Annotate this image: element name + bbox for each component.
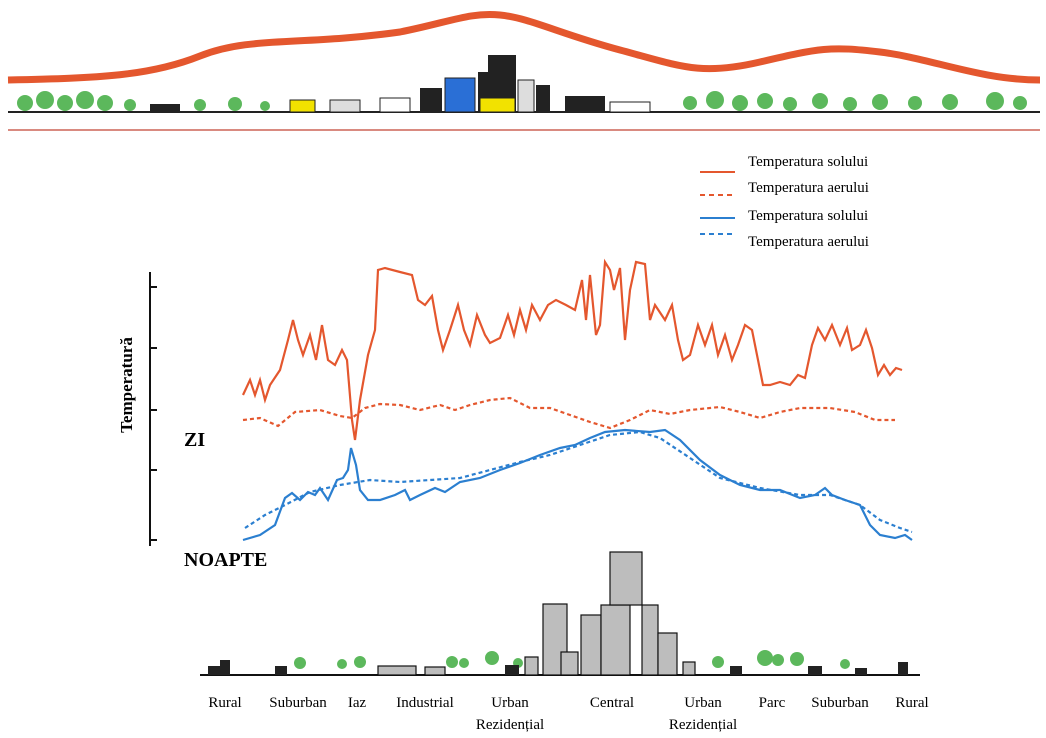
zone-label: Rural — [208, 695, 241, 711]
night-air-curve — [245, 432, 912, 532]
skyline-illustration — [8, 14, 1040, 130]
zone-label: Industrial — [396, 695, 454, 711]
day-label: ZI — [184, 429, 205, 451]
zone-label: Rural — [895, 695, 928, 711]
profile-illustration — [200, 552, 920, 675]
night-label: NOAPTE — [184, 549, 267, 571]
legend-label: Temperatura aerului — [748, 234, 869, 250]
legend-label: Temperatura aerului — [748, 180, 869, 196]
zone-label: Suburban — [269, 695, 327, 711]
legend-label: Temperatura solului — [748, 208, 868, 224]
legend: Temperatura solului Temperatura aerului … — [700, 154, 869, 250]
y-axis-label: Temperatură — [117, 337, 136, 433]
zone-label: Urban — [491, 695, 529, 711]
day-air-curve — [243, 398, 895, 428]
zone-label: Central — [590, 695, 634, 711]
legend-label: Temperatura solului — [748, 154, 868, 170]
zone-label: Parc — [759, 695, 786, 711]
day-ground-curve — [243, 262, 902, 440]
zone-label: Rezidențial — [669, 717, 737, 733]
zone-label: Rezidențial — [476, 717, 544, 733]
zone-label: Urban — [684, 695, 722, 711]
zone-labels: Rural Suburban Iaz Industrial Urban Rezi… — [208, 695, 928, 733]
diagram: Temperatura solului Temperatura aerului … — [0, 0, 1046, 738]
zone-label: Iaz — [348, 695, 367, 711]
y-axis — [150, 272, 157, 546]
zone-label: Suburban — [811, 695, 869, 711]
